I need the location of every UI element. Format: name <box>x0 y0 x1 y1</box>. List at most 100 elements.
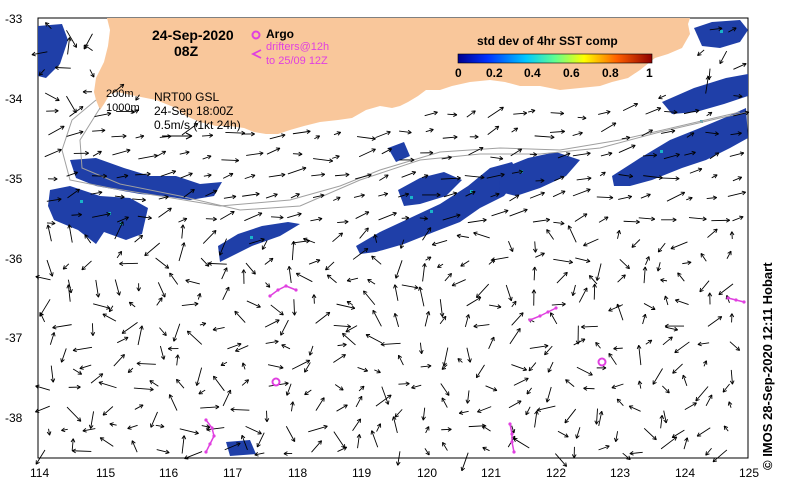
current-arrow <box>439 315 447 325</box>
current-arrow <box>73 150 89 156</box>
current-arrow <box>179 150 190 155</box>
current-arrow <box>332 232 344 243</box>
current-arrow <box>31 51 48 57</box>
current-arrow <box>356 434 362 449</box>
current-arrow <box>38 69 45 76</box>
current-arrow <box>198 389 206 395</box>
x-tick-label: 117 <box>223 466 243 480</box>
current-arrow <box>571 446 577 459</box>
current-arrow <box>261 240 268 250</box>
sst-speckle <box>80 200 83 203</box>
current-arrow <box>401 170 417 178</box>
current-arrow <box>464 174 485 180</box>
current-arrow <box>315 397 325 411</box>
current-arrow <box>703 360 708 367</box>
current-arrow <box>134 234 144 243</box>
sst-speckle <box>700 120 703 123</box>
current-arrow <box>525 406 531 416</box>
current-arrow <box>684 402 697 410</box>
current-arrow <box>363 290 376 306</box>
current-arrow <box>292 299 297 316</box>
current-arrow <box>266 147 281 155</box>
current-arrow <box>707 292 713 305</box>
current-arrow <box>564 408 577 424</box>
current-arrow <box>135 134 145 139</box>
current-arrow <box>444 272 452 282</box>
current-arrow <box>613 346 623 351</box>
current-arrow <box>719 50 728 65</box>
current-arrow <box>264 257 274 265</box>
current-arrow <box>545 386 552 403</box>
current-arrow <box>308 424 328 433</box>
current-arrow <box>90 190 103 196</box>
current-arrow <box>116 109 135 114</box>
current-arrow <box>509 208 528 217</box>
current-arrow <box>310 216 323 222</box>
current-arrow <box>552 190 566 198</box>
drifter-tracks <box>204 284 746 454</box>
current-arrow <box>550 312 558 325</box>
current-arrow <box>92 212 111 218</box>
sst-patch <box>356 162 520 254</box>
current-arrow <box>180 172 193 179</box>
current-arrow <box>285 426 296 443</box>
y-tick-label: -33 <box>5 12 23 26</box>
current-arrow <box>535 252 545 258</box>
current-arrow <box>401 284 419 290</box>
current-arrow <box>160 169 177 177</box>
current-arrow <box>666 191 686 202</box>
current-arrow <box>447 112 458 117</box>
current-arrow <box>212 326 225 332</box>
current-arrow <box>616 229 621 239</box>
colorbar-tick: 0 <box>455 66 462 80</box>
current-arrow <box>695 386 709 402</box>
current-arrow <box>205 216 217 222</box>
sst-patch <box>70 158 222 200</box>
legend-markers <box>250 30 262 59</box>
current-arrow <box>391 416 398 434</box>
current-arrow <box>399 157 415 163</box>
current-arrow <box>197 293 202 300</box>
current-arrow <box>511 364 528 372</box>
current-arrow <box>442 441 448 451</box>
current-arrow <box>616 398 624 407</box>
current-arrow <box>379 174 389 181</box>
current-arrow <box>622 102 639 112</box>
current-arrow <box>381 148 392 155</box>
current-arrow <box>311 440 323 453</box>
current-arrow <box>729 231 735 240</box>
current-arrow <box>682 260 692 266</box>
current-arrow <box>271 215 284 220</box>
sst-patch <box>662 74 748 114</box>
current-arrow <box>421 407 426 421</box>
sst-patch <box>48 186 148 244</box>
current-arrow <box>526 387 533 395</box>
current-arrow <box>172 323 181 342</box>
current-arrow <box>67 188 80 199</box>
current-arrow <box>66 130 84 137</box>
current-arrow <box>431 239 448 247</box>
current-arrow <box>256 432 265 448</box>
current-arrow <box>304 389 312 396</box>
current-arrow <box>684 150 696 156</box>
current-arrow <box>137 215 152 221</box>
colorbar-tick: 0.4 <box>524 66 541 80</box>
current-arrow <box>94 111 112 118</box>
current-arrow <box>128 301 136 308</box>
colorbar-gradient <box>457 53 653 64</box>
legend-drifters-range: to 25/09 12Z <box>266 55 328 67</box>
current-arrow <box>510 148 523 157</box>
current-arrow <box>102 406 114 416</box>
current-arrow <box>688 216 707 222</box>
current-arrow <box>158 195 169 200</box>
current-arrow <box>473 231 490 239</box>
current-arrow <box>637 380 643 389</box>
current-arrow <box>629 451 643 456</box>
australia-landmass <box>94 18 690 134</box>
current-arrow <box>528 362 537 372</box>
x-tick-label: 118 <box>288 466 308 480</box>
current-arrow <box>155 423 165 429</box>
current-arrow <box>465 390 471 404</box>
current-arrow <box>341 332 356 346</box>
current-arrow <box>66 30 77 48</box>
